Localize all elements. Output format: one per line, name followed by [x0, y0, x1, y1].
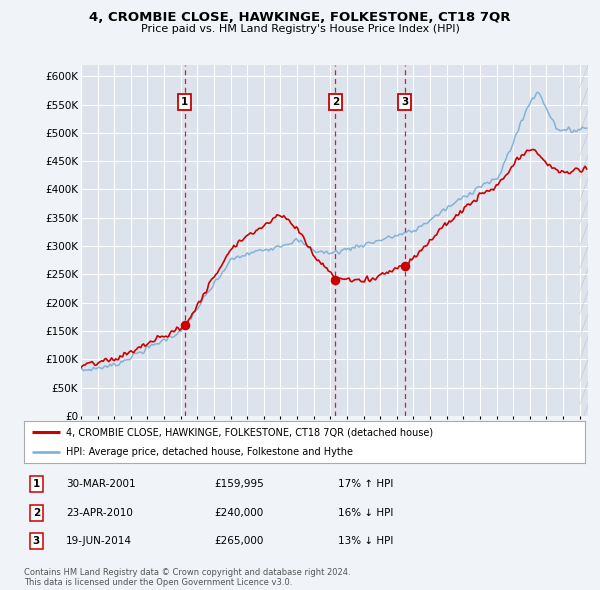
Text: 2: 2 [33, 508, 40, 517]
Text: 13% ↓ HPI: 13% ↓ HPI [338, 536, 394, 546]
Text: Contains HM Land Registry data © Crown copyright and database right 2024.: Contains HM Land Registry data © Crown c… [24, 568, 350, 576]
Text: Price paid vs. HM Land Registry's House Price Index (HPI): Price paid vs. HM Land Registry's House … [140, 24, 460, 34]
Point [400, 261, 409, 271]
Text: 4, CROMBIE CLOSE, HAWKINGE, FOLKESTONE, CT18 7QR: 4, CROMBIE CLOSE, HAWKINGE, FOLKESTONE, … [89, 11, 511, 24]
Text: 19-JUN-2014: 19-JUN-2014 [66, 536, 132, 546]
Text: £265,000: £265,000 [215, 536, 264, 546]
Text: 23-APR-2010: 23-APR-2010 [66, 508, 133, 517]
Text: HPI: Average price, detached house, Folkestone and Hythe: HPI: Average price, detached house, Folk… [66, 447, 353, 457]
Text: £240,000: £240,000 [215, 508, 264, 517]
Text: 3: 3 [401, 97, 408, 107]
Text: 4, CROMBIE CLOSE, HAWKINGE, FOLKESTONE, CT18 7QR (detached house): 4, CROMBIE CLOSE, HAWKINGE, FOLKESTONE, … [66, 427, 433, 437]
Text: 3: 3 [33, 536, 40, 546]
Text: 2: 2 [332, 97, 339, 107]
Point [180, 320, 190, 330]
Text: £159,995: £159,995 [215, 479, 265, 489]
Point [331, 276, 340, 285]
Text: 1: 1 [181, 97, 188, 107]
Text: This data is licensed under the Open Government Licence v3.0.: This data is licensed under the Open Gov… [24, 578, 292, 587]
Text: 1: 1 [33, 479, 40, 489]
Text: 17% ↑ HPI: 17% ↑ HPI [338, 479, 394, 489]
Text: 30-MAR-2001: 30-MAR-2001 [66, 479, 136, 489]
Text: 16% ↓ HPI: 16% ↓ HPI [338, 508, 394, 517]
